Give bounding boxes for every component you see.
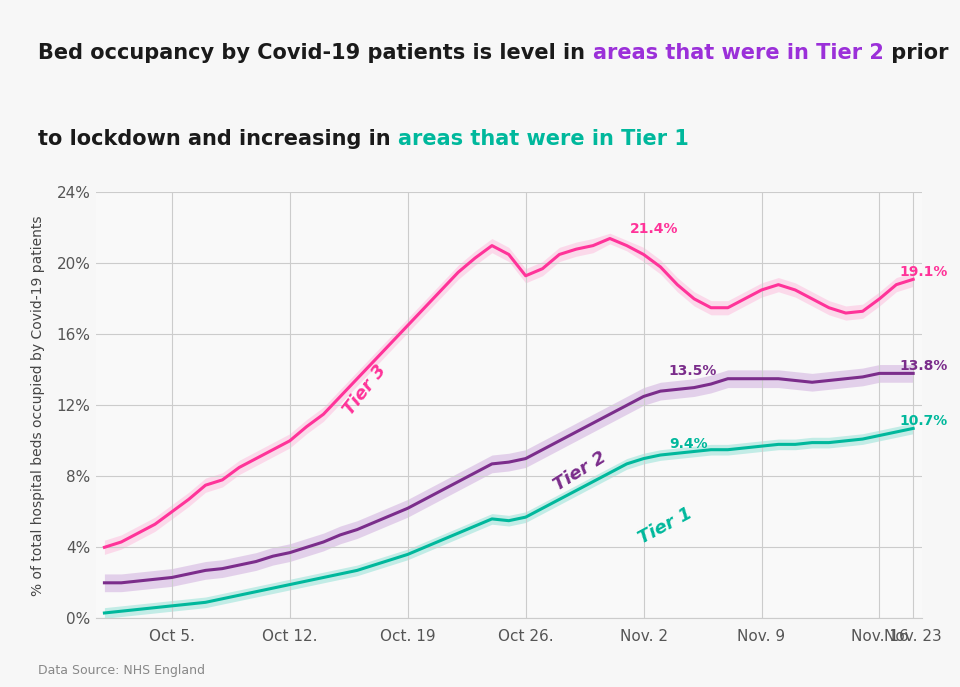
Text: Tier 1: Tier 1: [636, 504, 695, 548]
Text: 21.4%: 21.4%: [630, 222, 679, 236]
Text: 9.4%: 9.4%: [669, 437, 708, 451]
Y-axis label: % of total hospital beds occupied by Covid-19 patients: % of total hospital beds occupied by Cov…: [32, 215, 45, 596]
Text: Tier 3: Tier 3: [340, 361, 391, 418]
Text: 19.1%: 19.1%: [900, 264, 948, 279]
Text: 13.5%: 13.5%: [669, 364, 717, 378]
Text: Data Source: NHS England: Data Source: NHS England: [38, 664, 205, 677]
Text: 13.8%: 13.8%: [900, 359, 948, 373]
Text: 10.7%: 10.7%: [900, 414, 948, 428]
Text: prior: prior: [883, 43, 948, 63]
Text: areas that were in Tier 2: areas that were in Tier 2: [592, 43, 883, 63]
Text: to lockdown and increasing in: to lockdown and increasing in: [38, 129, 398, 149]
Text: areas that were in Tier 1: areas that were in Tier 1: [398, 129, 689, 149]
Text: Tier 2: Tier 2: [551, 449, 610, 495]
Text: Bed occupancy by Covid-19 patients is level in: Bed occupancy by Covid-19 patients is le…: [38, 43, 592, 63]
